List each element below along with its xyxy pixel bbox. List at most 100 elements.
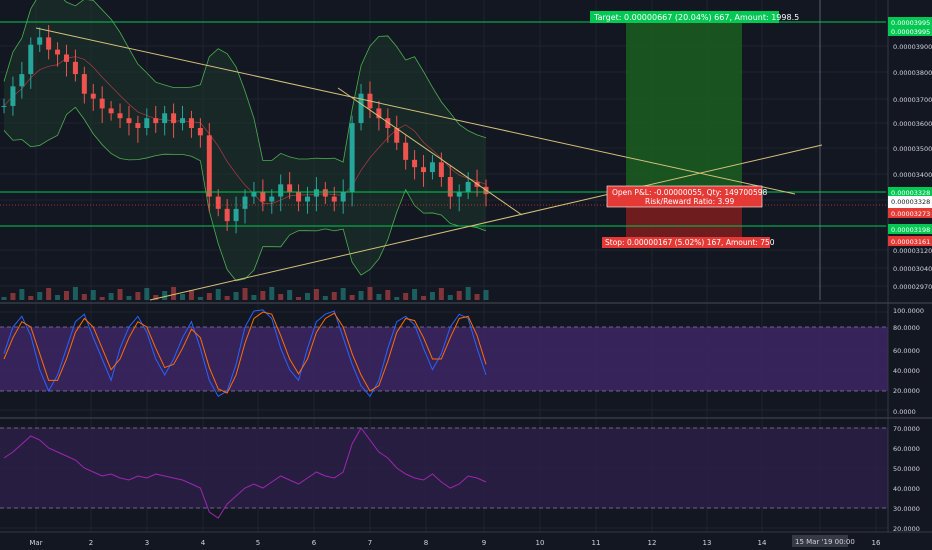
candle-body [171,113,177,124]
price-tick-label: 0.00003400 [893,171,932,179]
rsi-axis: 70.0000 60.0000 50.0000 40.0000 30.0000 20.00… [893,425,920,533]
candle-body [331,196,337,202]
price-axis[interactable]: 0.00003900 0.00003800 0.00003700 0.00003600… [893,43,932,291]
rsi-tick-label: 50.0000 [893,465,920,473]
stochastic-line-1 [3,309,487,398]
volume-bar [438,288,444,300]
candles [1,25,489,234]
time-tick-label: 12 [648,539,657,547]
candle-body [90,93,96,99]
candle-body [37,37,43,45]
price-tick-label: 0.00003120 [893,247,932,255]
trendline-lower[interactable] [149,144,823,301]
trendline-short[interactable] [337,87,523,216]
candle-body [456,191,462,197]
stochastic-pane[interactable] [0,309,888,398]
candle-body [46,37,52,50]
volume-bar [412,289,418,300]
price-tick-label: 0.00003500 [893,145,932,153]
price-tag-text: 0.00003328 [891,189,930,197]
time-tick-label: 9 [482,539,486,547]
rsi-pane[interactable] [0,427,888,519]
candle-body [403,142,409,160]
time-tick-label: 8 [424,539,428,547]
candle-body [412,159,418,168]
time-tick-label: Mar [29,539,42,547]
price-pane[interactable]: Target: 0.00000667 (20.04%) 667, Amount:… [0,0,886,301]
volume-bar [162,291,168,300]
volume-bar [197,297,203,300]
candle-body [63,54,69,62]
price-tag-text: 0.00003328 [891,198,930,206]
volume-bar [90,290,96,300]
candle-body [296,191,302,202]
time-tick-label: 16 [872,539,881,547]
trendline-upper[interactable] [35,27,796,195]
volume-bar [242,288,248,300]
candle-body [269,196,275,202]
price-tick-label: 0.00003040 [893,265,932,273]
volume-bar [287,290,293,300]
candle-body [117,113,123,119]
candle-body [99,98,105,109]
volume-bar [278,294,284,300]
volume-bar [385,290,391,300]
pnl-label-line2: Risk/Reward Ratio: 3.99 [645,197,734,206]
time-tick-label: 5 [256,539,260,547]
candle-body [180,118,186,124]
volume-bar [403,293,409,300]
volume-bar [19,289,25,300]
candle-body [438,162,444,177]
rsi-tick-label: 30.0000 [893,505,920,513]
volume-bar [296,297,302,300]
candle-body [10,86,16,106]
price-tag [888,26,932,36]
rsi-tick-label: 60.0000 [893,445,920,453]
volume-bar [376,294,382,300]
volume-bar [171,287,177,300]
bollinger-bands [3,0,487,282]
volume-bar [349,295,355,300]
volume-bar [260,291,266,300]
target-label: Target: 0.00000667 (20.04%) 667, Amount:… [590,11,799,23]
time-axis[interactable]: Mar 2 3 4 5 6 7 8 9 10 11 12 13 14 16 [29,539,881,547]
volume-bar [153,295,159,300]
price-tag [888,224,932,234]
stochastic-band [0,327,888,391]
time-cursor-text: 15 Mar '19 00:00 [795,538,855,546]
volume-bar [465,287,471,300]
stochastic-tick-label: 60.0000 [893,347,920,355]
volume-bar [322,296,328,300]
volume-bar [206,293,212,300]
volume-bar [1,297,7,300]
rsi-band [0,428,888,508]
candle-body [278,184,284,197]
volume-bar [10,293,16,300]
candle-body [206,135,212,197]
price-tag-text: 0.00003995 [891,19,930,27]
volume-bar [37,292,43,300]
stochastic-line-2 [3,311,487,394]
volume-bar [224,296,230,300]
volume-bar [421,296,427,300]
candle-body [349,123,355,192]
candle-body [162,113,168,124]
volume-bar [117,289,123,300]
volume-bar [340,288,346,300]
volume-bar [269,287,275,300]
volume-bar [313,289,319,300]
volume-bar [233,292,239,300]
price-tag [888,236,932,246]
candle-body [55,49,61,55]
price-tag-text: 0.00003995 [891,28,930,36]
candle-body [447,177,453,197]
rsi-tick-label: 20.0000 [893,525,920,533]
volume-bar [188,290,194,300]
price-tag [888,208,932,218]
candle-body [465,181,471,192]
volume-bar [215,289,221,300]
volume-bar [55,295,61,300]
volume-bar [304,293,310,300]
